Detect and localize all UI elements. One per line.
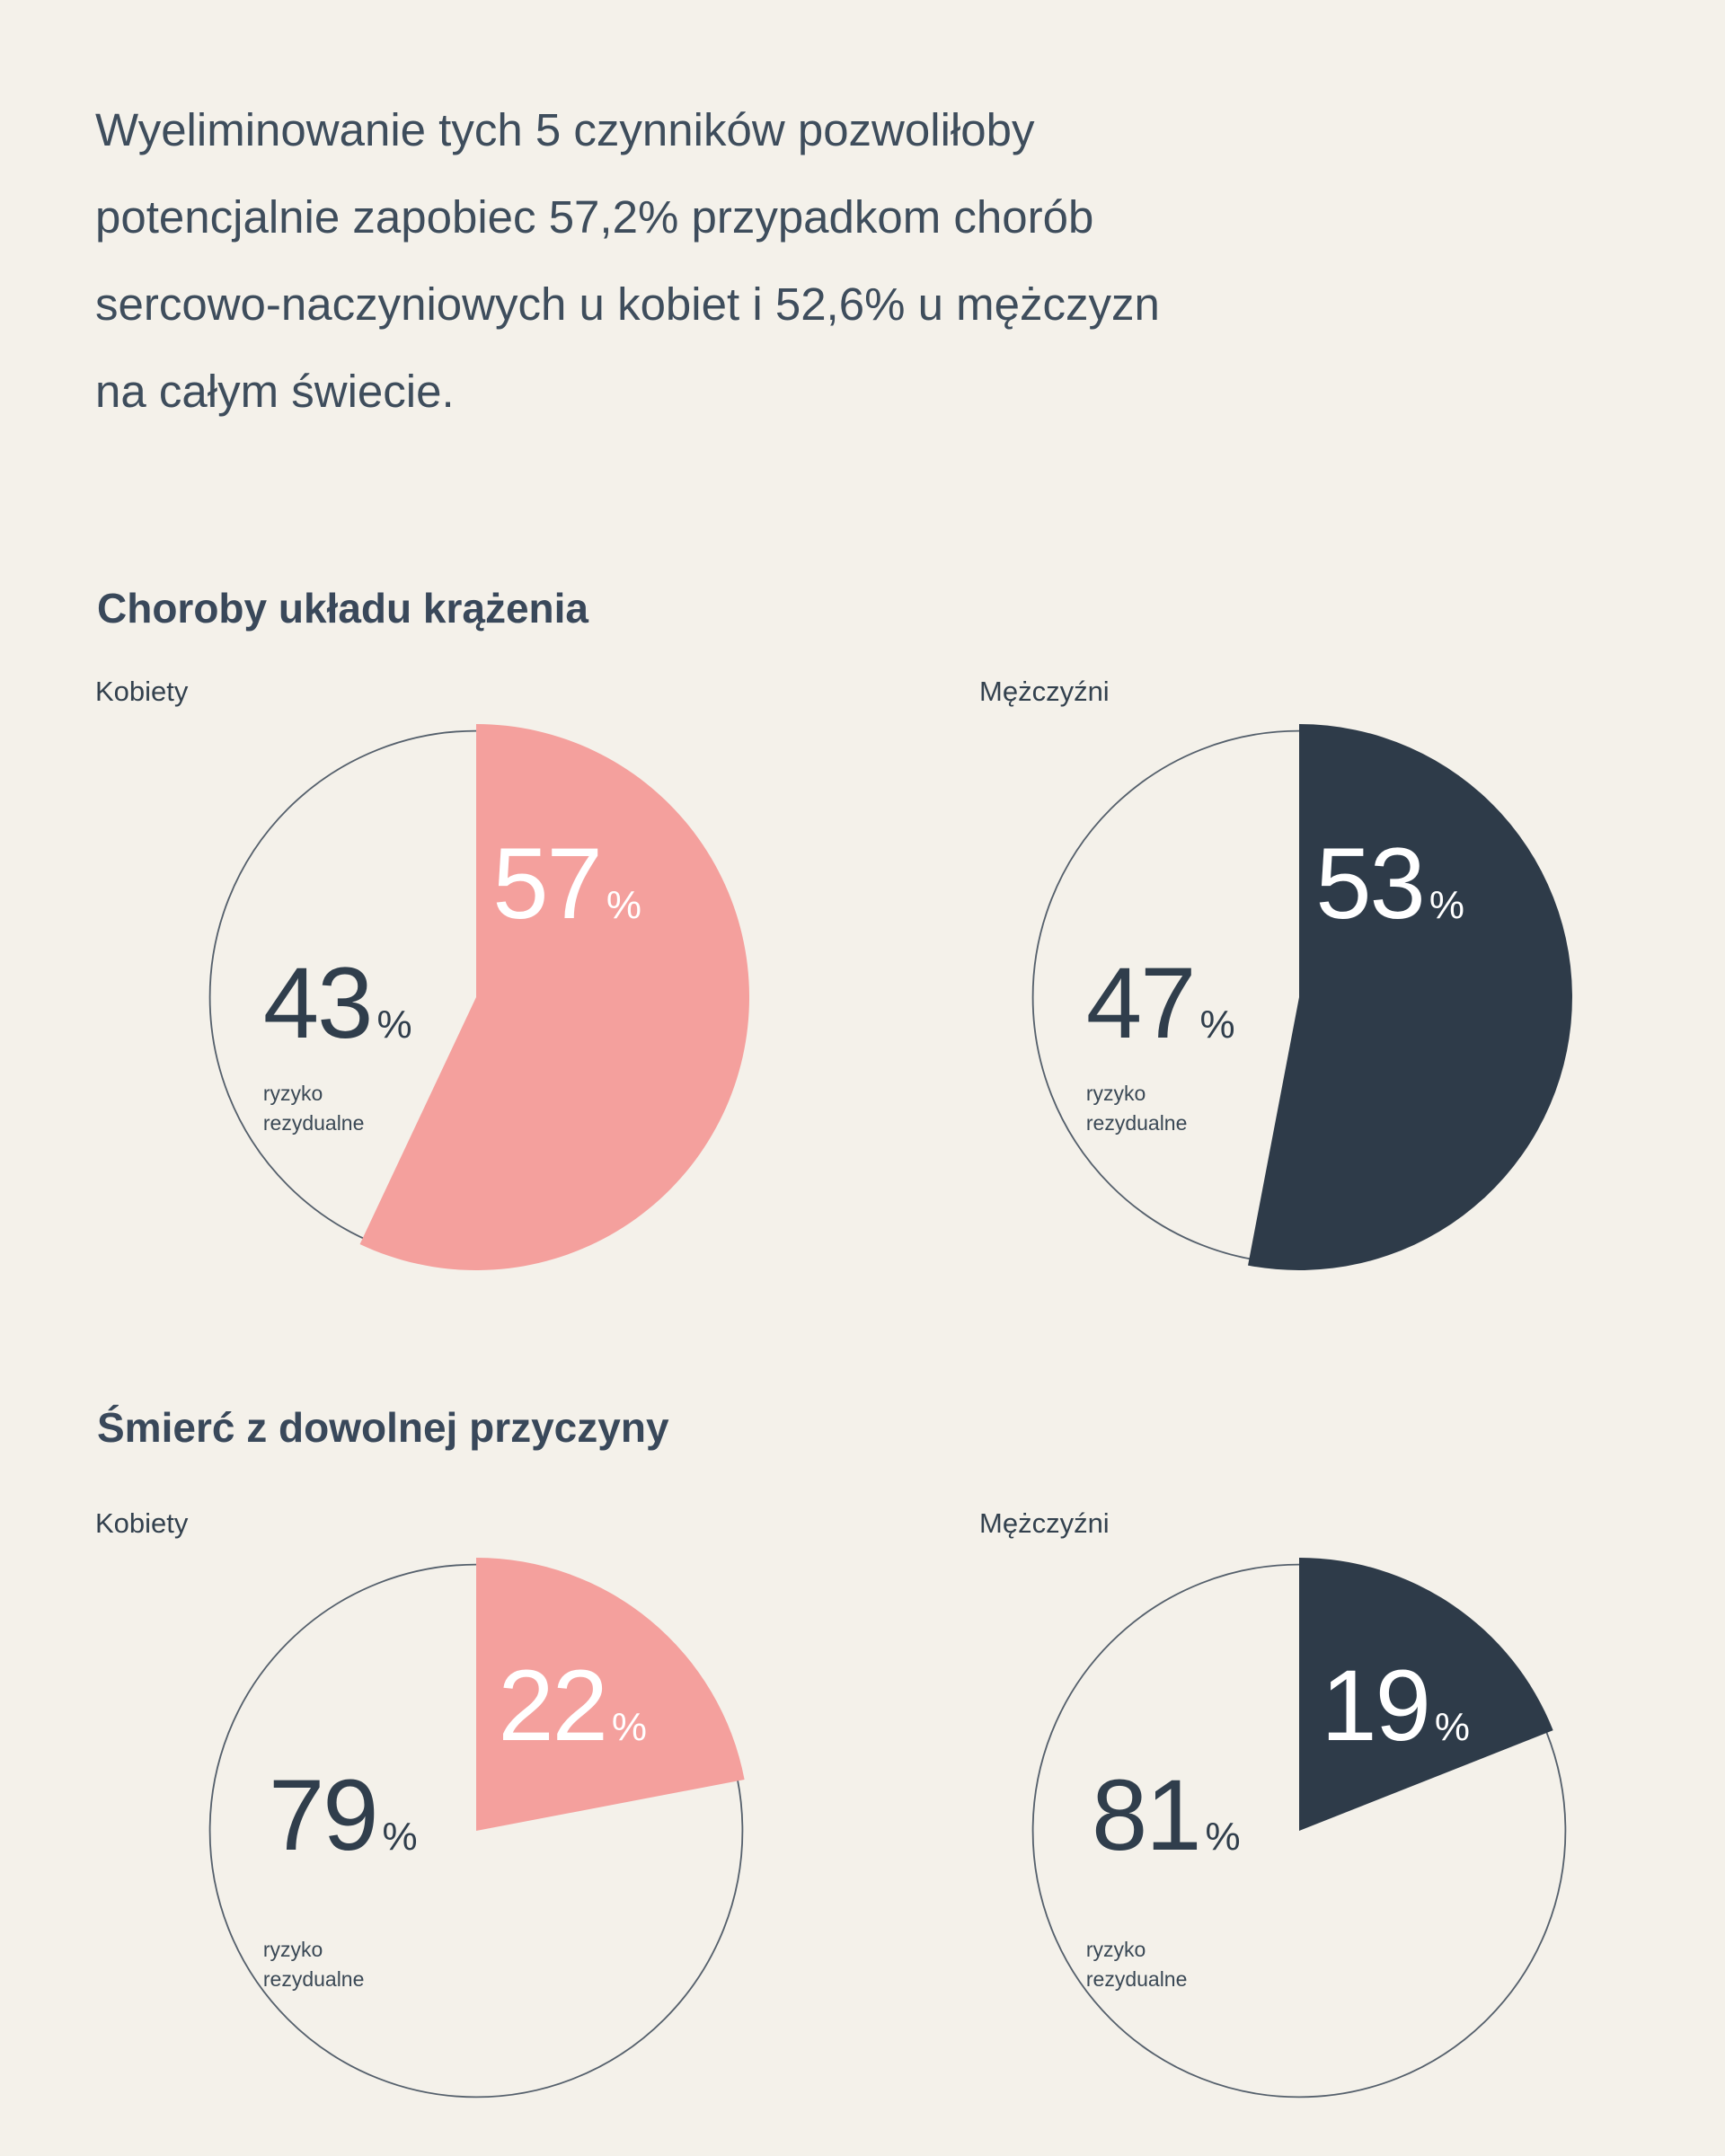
- pie-value-number: 53: [1315, 826, 1426, 940]
- residual-risk-line-1: ryzyko: [1085, 1937, 1146, 1961]
- residual-risk-line-1: ryzyko: [262, 1082, 323, 1106]
- residual-risk-line-1: ryzyko: [262, 1937, 323, 1961]
- percent-sign: %: [382, 1815, 418, 1860]
- pie-value-residual: 79%: [269, 1765, 418, 1866]
- chart-label-men-circulatory: Mężczyźni: [979, 676, 1110, 707]
- pie-value-number: 57: [492, 826, 603, 940]
- pie-chart-circulatory-men: 53% 47% ryzyko rezydualne: [1026, 724, 1572, 1270]
- pie-value-main: 53%: [1315, 833, 1464, 934]
- intro-line-1: Wyeliminowanie tych 5 czynników pozwolił…: [95, 104, 1035, 155]
- intro-line-4: na całym świecie.: [95, 366, 455, 417]
- pie-svg: [1031, 724, 1572, 1270]
- pie-value-main: 19%: [1321, 1656, 1470, 1756]
- residual-risk-line-1: ryzyko: [1085, 1082, 1146, 1106]
- percent-sign: %: [606, 882, 641, 927]
- pie-value-number: 19: [1321, 1649, 1431, 1763]
- pie-value-main: 22%: [498, 1656, 647, 1756]
- pie-value-number: 81: [1091, 1759, 1202, 1872]
- percent-sign: %: [1434, 1705, 1471, 1750]
- pie-svg: [208, 1558, 745, 2099]
- pie-svg: [208, 724, 749, 1270]
- pie-svg: [1031, 1558, 1567, 2099]
- percent-sign: %: [1199, 1003, 1235, 1047]
- chart-label-men-death: Mężczyźni: [979, 1507, 1110, 1539]
- pie-chart-death-men: 19% 81% ryzyko rezydualne: [1026, 1558, 1572, 2104]
- chart-label-women-death: Kobiety: [95, 1507, 189, 1539]
- intro-line-2: potencjalnie zapobiec 57,2% przypadkom c…: [95, 191, 1094, 243]
- pie-value-residual: 43%: [263, 953, 412, 1054]
- residual-risk-line-2: rezydualne: [262, 1966, 365, 1991]
- residual-risk-line-2: rezydualne: [1085, 1111, 1188, 1135]
- chart-label-women-circulatory: Kobiety: [95, 676, 189, 707]
- section-title-circulatory: Choroby układu krążenia: [97, 585, 589, 632]
- section-title-all-cause-death: Śmierć z dowolnej przyczyny: [97, 1404, 669, 1452]
- intro-line-3: sercowo-naczyniowych u kobiet i 52,6% u …: [95, 278, 1160, 330]
- pie-value-number: 79: [268, 1759, 379, 1872]
- residual-risk-line-2: rezydualne: [262, 1111, 365, 1135]
- percent-sign: %: [611, 1705, 648, 1750]
- residual-risk-line-2: rezydualne: [1085, 1966, 1188, 1991]
- percent-sign: %: [1205, 1815, 1241, 1860]
- residual-risk-label: ryzyko rezydualne: [263, 1079, 365, 1138]
- residual-risk-label: ryzyko rezydualne: [263, 1935, 365, 1994]
- pie-chart-circulatory-women: 57% 43% ryzyko rezydualne: [203, 724, 749, 1270]
- pie-value-number: 47: [1085, 947, 1197, 1060]
- pie-value-residual: 47%: [1086, 953, 1235, 1054]
- intro-text: Wyeliminowanie tych 5 czynników pozwolił…: [95, 86, 1160, 435]
- pie-value-number: 43: [262, 947, 374, 1060]
- pie-value-residual: 81%: [1092, 1765, 1241, 1866]
- percent-sign: %: [376, 1003, 412, 1047]
- pie-value-number: 22: [498, 1649, 608, 1763]
- percent-sign: %: [1429, 882, 1464, 927]
- pie-chart-death-women: 22% 79% ryzyko rezydualne: [203, 1558, 749, 2104]
- residual-risk-label: ryzyko rezydualne: [1086, 1935, 1188, 1994]
- residual-risk-label: ryzyko rezydualne: [1086, 1079, 1188, 1138]
- pie-value-main: 57%: [492, 833, 641, 934]
